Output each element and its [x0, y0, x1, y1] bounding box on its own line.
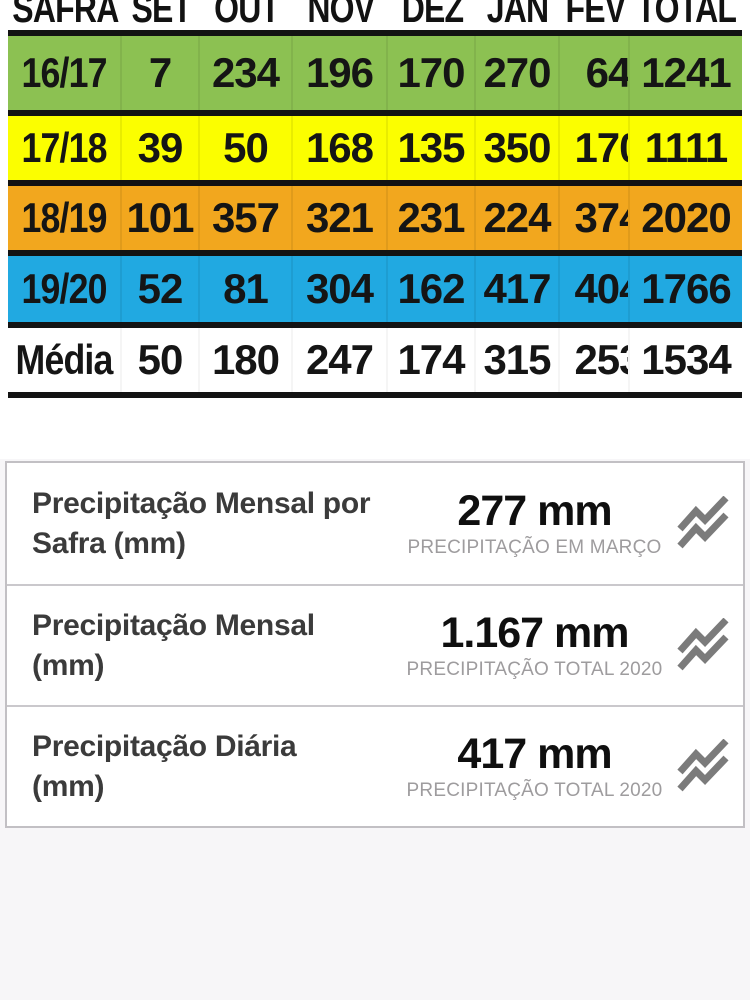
- card-title: Precipitação Mensal (mm): [32, 608, 315, 682]
- kpi-sublabel: PRECIPITAÇÃO TOTAL 2020: [406, 780, 663, 801]
- table-row-media: Média 50 180 247 174 315 253 1534: [8, 328, 742, 392]
- cell-fev-clipped[interactable]: 64: [560, 36, 630, 110]
- column-header-fev[interactable]: FEV: [565, 0, 626, 30]
- cell-total[interactable]: 1766: [641, 265, 731, 312]
- cell-fev-clipped[interactable]: 170: [560, 116, 630, 180]
- kpi-value: 277 mm: [457, 487, 612, 535]
- cell-dez[interactable]: 231: [388, 186, 476, 250]
- cell-out[interactable]: 81: [200, 256, 293, 322]
- column-header-nov[interactable]: NOV: [307, 0, 375, 30]
- table-header-row: SAFRA SET OUT NOV DEZ JAN FEV TOTAL: [8, 0, 742, 30]
- cell-out[interactable]: 234: [200, 36, 293, 110]
- card-kpi: 277 mm PRECIPITAÇÃO EM MARÇO: [382, 488, 675, 559]
- table-row-18-19: 18/19 101 357 321 231 224 374 2020: [8, 186, 742, 250]
- trend-zigzag-icon: [675, 617, 731, 674]
- cell-nov[interactable]: 321: [293, 186, 388, 250]
- kpi-card-list: Precipitação Mensal por Safra (mm) 277 m…: [5, 461, 745, 828]
- cell-safra[interactable]: 19/20: [8, 256, 122, 322]
- cell-nov[interactable]: 168: [293, 116, 388, 180]
- card-title: Precipitação Mensal por Safra (mm): [32, 486, 371, 560]
- card-kpi: 417 mm PRECIPITAÇÃO TOTAL 2020: [382, 731, 675, 802]
- kpi-value: 417 mm: [457, 730, 612, 778]
- trend-zigzag-icon: [675, 738, 731, 795]
- trend-zigzag-icon: [675, 495, 731, 552]
- row-separator: [8, 30, 742, 36]
- cell-total[interactable]: 1241: [641, 49, 731, 96]
- cell-total[interactable]: 2020: [641, 194, 731, 241]
- cell-nov[interactable]: 247: [293, 328, 388, 392]
- cell-dez[interactable]: 135: [388, 116, 476, 180]
- cell-fev-clipped[interactable]: 404: [560, 256, 630, 322]
- column-header-out[interactable]: OUT: [213, 0, 280, 30]
- cell-set[interactable]: 39: [122, 116, 200, 180]
- cell-jan[interactable]: 315: [476, 328, 560, 392]
- cell-jan[interactable]: 270: [476, 36, 560, 110]
- cell-set[interactable]: 52: [122, 256, 200, 322]
- cell-out[interactable]: 180: [200, 328, 293, 392]
- sheet-grid: SAFRA SET OUT NOV DEZ JAN FEV TOTAL 16/1…: [8, 0, 742, 398]
- cell-dez[interactable]: 170: [388, 36, 476, 110]
- cell-jan[interactable]: 417: [476, 256, 560, 322]
- kpi-sublabel: PRECIPITAÇÃO TOTAL 2020: [406, 659, 663, 680]
- cell-nov[interactable]: 304: [293, 256, 388, 322]
- cell-dez[interactable]: 174: [388, 328, 476, 392]
- cell-total[interactable]: 1111: [644, 124, 728, 171]
- cell-dez[interactable]: 162: [388, 256, 476, 322]
- cell-fev-clipped[interactable]: 253: [560, 328, 630, 392]
- card-precipitacao-mensal-por-safra[interactable]: Precipitação Mensal por Safra (mm) 277 m…: [7, 463, 743, 584]
- cell-set[interactable]: 50: [122, 328, 200, 392]
- cell-out[interactable]: 357: [200, 186, 293, 250]
- cell-total[interactable]: 1534: [641, 336, 731, 383]
- row-separator: [8, 180, 742, 186]
- cell-safra[interactable]: 16/17: [8, 36, 122, 110]
- table-bottom-border: [8, 392, 742, 398]
- column-header-jan[interactable]: JAN: [487, 0, 549, 30]
- card-kpi: 1.167 mm PRECIPITAÇÃO TOTAL 2020: [382, 610, 675, 681]
- column-header-set[interactable]: SET: [131, 0, 192, 30]
- cell-fev-clipped[interactable]: 374: [560, 186, 630, 250]
- row-separator: [8, 322, 742, 328]
- row-separator: [8, 110, 742, 116]
- spreadsheet-table: SAFRA SET OUT NOV DEZ JAN FEV TOTAL 16/1…: [0, 0, 750, 459]
- kpi-value: 1.167 mm: [440, 609, 629, 657]
- table-row-17-18: 17/18 39 50 168 135 350 170 1111: [8, 116, 742, 180]
- cell-safra[interactable]: 17/18: [8, 116, 122, 180]
- kpi-sublabel: PRECIPITAÇÃO EM MARÇO: [407, 537, 662, 558]
- column-header-safra[interactable]: SAFRA: [11, 0, 119, 30]
- card-precipitacao-mensal[interactable]: Precipitação Mensal (mm) 1.167 mm PRECIP…: [7, 584, 743, 705]
- cell-set[interactable]: 101: [122, 186, 200, 250]
- cell-jan[interactable]: 224: [476, 186, 560, 250]
- row-separator: [8, 250, 742, 256]
- cell-safra[interactable]: 18/19: [8, 186, 122, 250]
- column-header-dez[interactable]: DEZ: [401, 0, 463, 30]
- table-row-16-17: 16/17 7 234 196 170 270 64 1241: [8, 36, 742, 110]
- card-precipitacao-diaria[interactable]: Precipitação Diária (mm) 417 mm PRECIPIT…: [7, 705, 743, 826]
- cell-out[interactable]: 50: [200, 116, 293, 180]
- cell-set[interactable]: 7: [122, 36, 200, 110]
- cell-jan[interactable]: 350: [476, 116, 560, 180]
- card-title: Precipitação Diária (mm): [32, 729, 297, 803]
- cell-safra[interactable]: Média: [8, 328, 122, 392]
- table-row-19-20: 19/20 52 81 304 162 417 404 1766: [8, 256, 742, 322]
- column-header-total[interactable]: TOTAL: [636, 0, 736, 30]
- cell-nov[interactable]: 196: [293, 36, 388, 110]
